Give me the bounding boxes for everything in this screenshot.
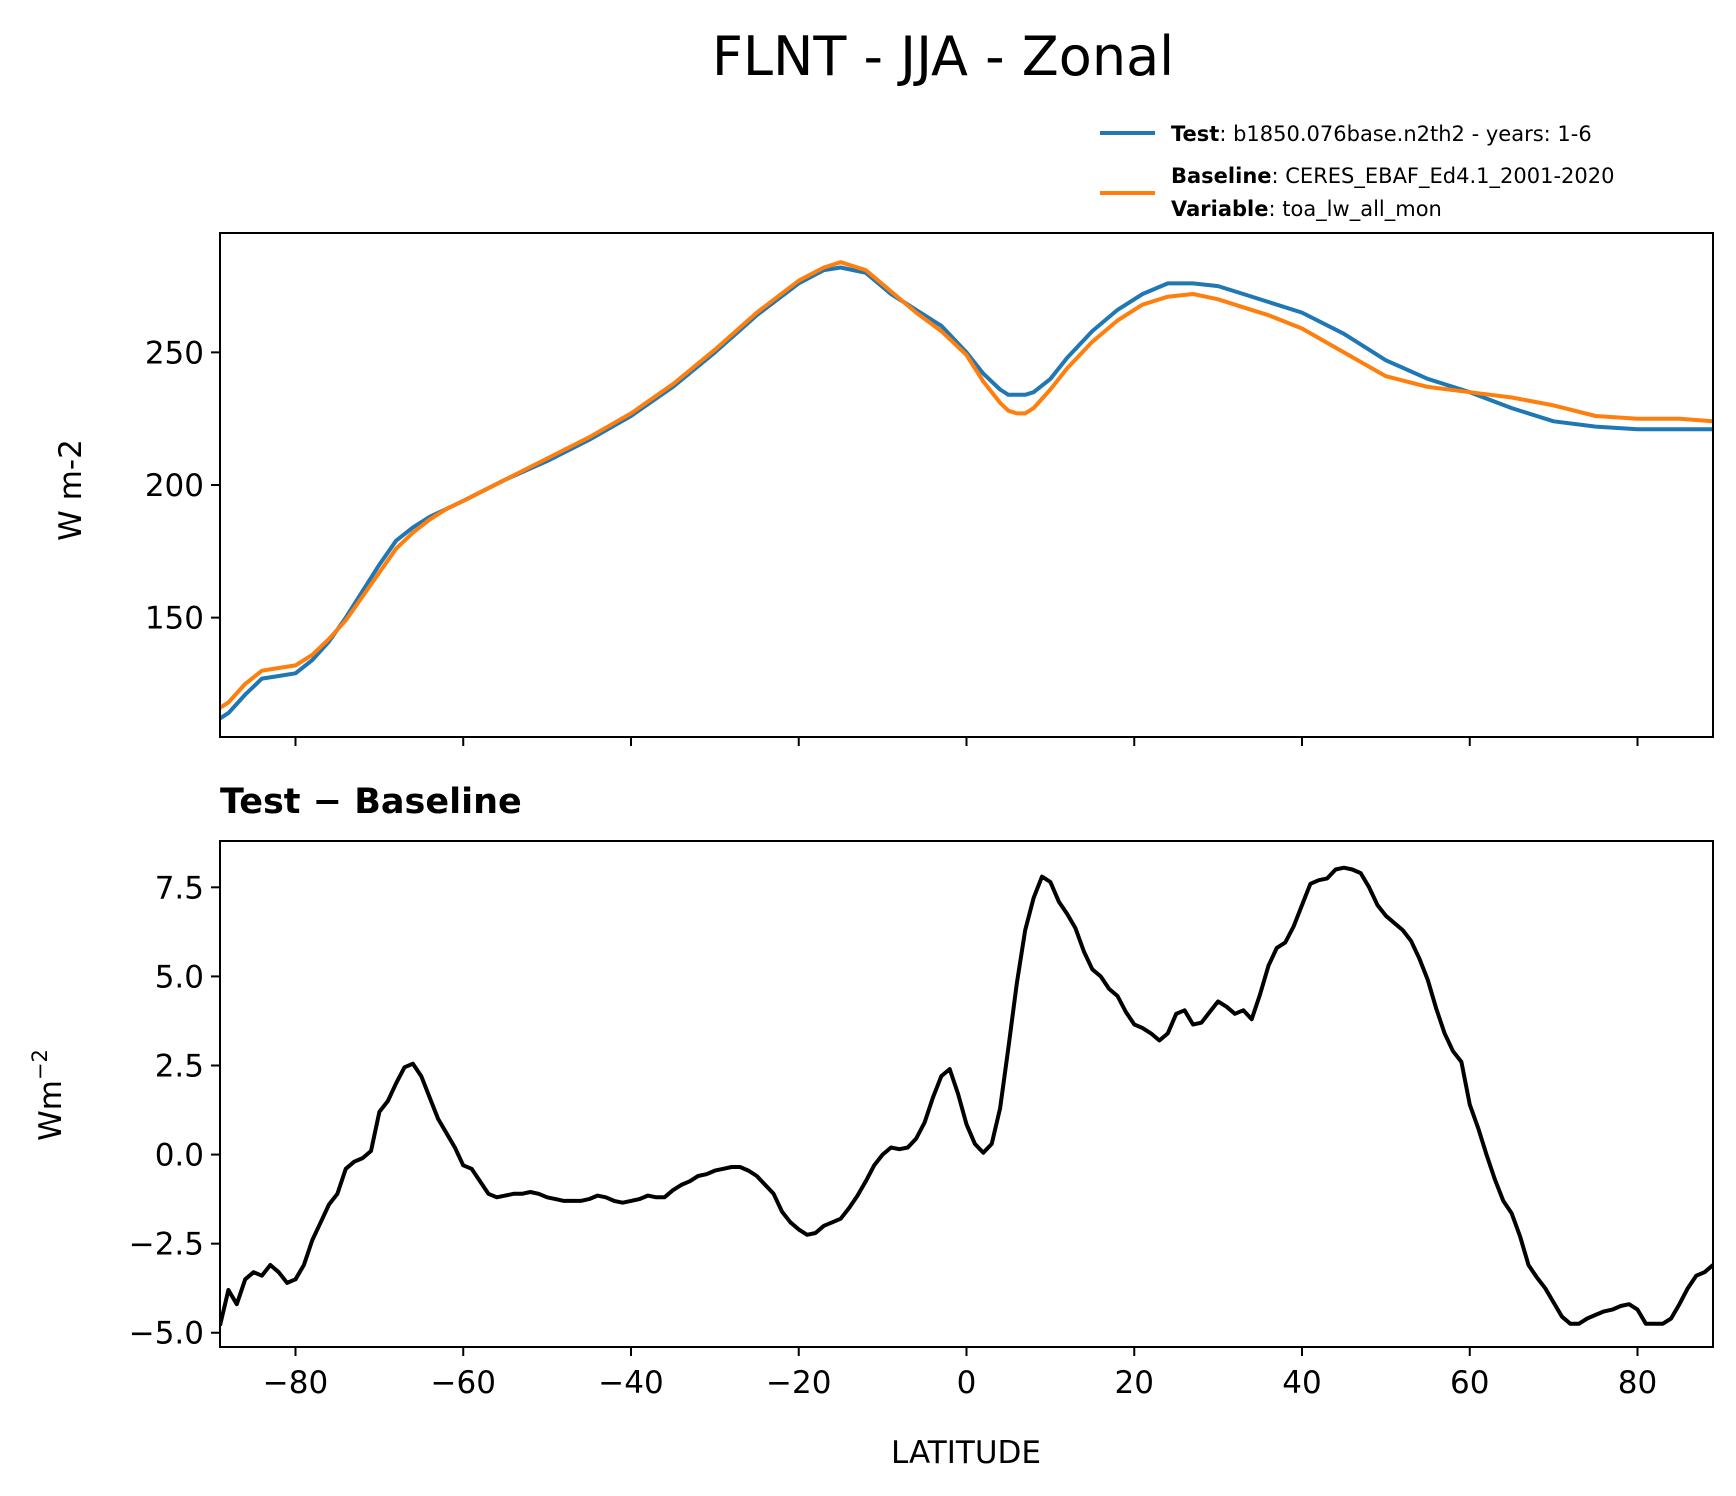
bottom-xlabel: LATITUDE [891, 1435, 1041, 1471]
legend-test-value: : b1850.076base.n2th2 - years: 1-6 [1219, 122, 1591, 146]
top-series-test [220, 265, 1713, 721]
top-ytick-label: 200 [145, 468, 204, 504]
top-ytick-label: 250 [145, 335, 204, 371]
bottom-ytick-label: 5.0 [155, 959, 204, 995]
bottom-xtick-label: −80 [263, 1365, 328, 1401]
bottom-xtick-label: 0 [957, 1365, 977, 1401]
top-ytick-label: 150 [145, 601, 204, 637]
legend-variable-key: Variable [1171, 197, 1268, 221]
legend-variable-label: Variable: toa_lw_all_mon [1171, 197, 1442, 222]
bottom-xtick-label: 40 [1282, 1365, 1321, 1401]
legend-test-key: Test [1171, 122, 1219, 146]
bottom-ylabel-exponent: −2 [28, 1049, 52, 1080]
legend-test-label: Test: b1850.076base.n2th2 - years: 1-6 [1171, 122, 1592, 146]
bottom-xtick-label: 60 [1450, 1365, 1489, 1401]
legend: Test: b1850.076base.n2th2 - years: 1-6 B… [1100, 122, 1614, 222]
bottom-ytick-label: 0.0 [155, 1138, 204, 1174]
bottom-xtick-label: 80 [1618, 1365, 1657, 1401]
bottom-ytick-label: −5.0 [129, 1316, 204, 1352]
bottom-xtick-label: −40 [598, 1365, 663, 1401]
top-panel: W m-2 150 200 250 [53, 232, 1714, 746]
bottom-panel-title: Test − Baseline [220, 782, 522, 822]
bottom-ytick-label: −2.5 [129, 1227, 204, 1263]
top-ylabel: W m-2 [53, 439, 89, 541]
top-series-baseline [220, 260, 1713, 710]
figure-title: FLNT - JJA - Zonal [712, 25, 1174, 88]
legend-baseline-key: Baseline [1171, 164, 1272, 188]
bottom-xtick-label: −60 [431, 1365, 496, 1401]
legend-baseline-value: : CERES_EBAF_Ed4.1_2001-2020 [1272, 164, 1615, 189]
bottom-series-test-baseline [220, 865, 1713, 1327]
legend-variable-value: : toa_lw_all_mon [1268, 197, 1441, 222]
legend-baseline-label: Baseline: CERES_EBAF_Ed4.1_2001-2020 [1171, 164, 1614, 189]
bottom-xtick-label: 20 [1115, 1365, 1154, 1401]
bottom-xtick-label: −20 [766, 1365, 831, 1401]
bottom-panel: Test − Baseline LATITUDE Wm−2 −5.0−2.50.… [28, 782, 1714, 1471]
bottom-ytick-label: 7.5 [155, 870, 204, 906]
bottom-ytick-label: 2.5 [155, 1048, 204, 1084]
